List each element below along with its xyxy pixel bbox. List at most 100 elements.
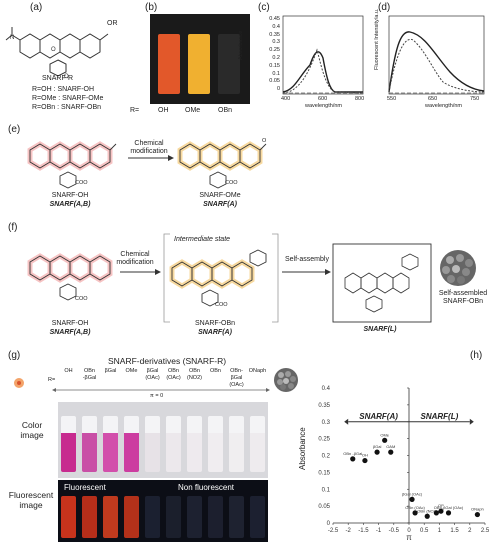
f-assembled-text: Self-assembled xyxy=(438,290,488,297)
derivative-bottom: βGal xyxy=(104,368,117,374)
c-xtick: 600 xyxy=(318,96,328,102)
f-mid-name: SNARF-OBn xyxy=(194,320,236,327)
absorbance-spectrum xyxy=(282,15,364,95)
x-tick-label: 1 xyxy=(438,528,442,534)
e-arrow-text: modification xyxy=(130,148,168,155)
g-fluor-text: Fluorescent xyxy=(8,490,54,500)
y-tick-label: 0.2 xyxy=(322,454,331,460)
c-yticks: 0.45 0.4 0.35 0.3 0.25 0.2 0.15 0.1 0.05… xyxy=(258,16,280,94)
color-vial xyxy=(103,416,118,472)
b-ome: OMe xyxy=(185,107,201,114)
e-arrow-text: Chemical xyxy=(134,140,164,147)
x-tick-label: -2.5 xyxy=(328,528,339,534)
b-oh: OH xyxy=(158,107,169,114)
fluorescent-text: Fluorescent xyxy=(64,483,106,492)
y-tick-label: 0.35 xyxy=(318,403,330,409)
f-coo-mid: COO xyxy=(215,302,228,308)
data-point xyxy=(388,449,394,455)
f-intermediate: Intermediate state xyxy=(174,236,231,243)
fluorescence-spectrum xyxy=(388,15,485,95)
svg-text:O: O xyxy=(51,47,56,53)
nanoparticle-icon xyxy=(274,368,298,392)
self-assembly-scheme-f xyxy=(27,233,476,323)
e-coo-right: COO xyxy=(225,180,238,186)
f-arrow-text: modification xyxy=(116,259,154,266)
e-right-name: SNARF-OMe xyxy=(199,192,241,199)
derivative-bottom: -βGal xyxy=(82,375,97,381)
g-r-label: R= xyxy=(48,377,56,383)
x-axis-label: π xyxy=(406,533,412,542)
panel-b-label: (b) xyxy=(145,2,158,13)
f-left-class: SNARF(A,B) xyxy=(49,329,91,336)
derivative-bottom: (OAc) xyxy=(229,382,244,388)
or-group: OR xyxy=(107,20,118,27)
data-point-label: OBn-βGal (OAc) xyxy=(434,505,464,510)
y-tick-label: 0.4 xyxy=(322,386,331,392)
color-vial xyxy=(166,416,181,472)
x-tick-label: 2.5 xyxy=(481,528,490,534)
nanoparticle xyxy=(440,250,476,286)
g-color-text: Color xyxy=(21,420,43,430)
d-xtick: 750 xyxy=(470,96,480,102)
g-color-label: Color image xyxy=(8,420,56,440)
c-ylabel: Absorbance xyxy=(238,30,244,60)
derivative-bottom: ONaph xyxy=(248,368,267,374)
data-point xyxy=(362,457,368,464)
f-assembled-label: Self-assembled SNARF-OBn xyxy=(430,290,496,306)
r-definitions: R=OH : SNARF-OH R=OMe : SNARF-OMe R=OBn … xyxy=(32,85,103,112)
fluor-vial xyxy=(250,496,265,538)
f-coo-left: COO xyxy=(75,296,88,302)
color-vial xyxy=(82,416,97,472)
f-self-assembly: Self-assembly xyxy=(285,256,329,263)
data-point-label: OBn (OAc) xyxy=(405,505,425,510)
h-ylabel: Absorbance xyxy=(298,427,307,470)
derivative-label: OBn (NO2) xyxy=(184,368,205,382)
g-pi-label: π = 0 xyxy=(150,393,164,399)
e-coo-left: COO xyxy=(75,180,88,186)
color-vial xyxy=(187,416,202,472)
g-fluor-text: image xyxy=(19,500,43,510)
def-ome: R=OMe : SNARF-OMe xyxy=(32,95,104,102)
derivative-label: βGal (OAc) xyxy=(142,368,163,382)
g-derivative-row: OH OBn -βGal βGal OMe βGal (OAc) OBn (OAc) OBn (NO… xyxy=(58,368,268,388)
fluor-vial xyxy=(61,496,76,538)
x-tick-label: -2 xyxy=(346,528,352,534)
x-tick-label: -1.5 xyxy=(358,528,369,534)
derivative-bottom: (OAc) xyxy=(166,375,181,381)
c-ytick: 0.05 xyxy=(269,78,280,85)
data-point xyxy=(424,513,430,519)
derivative-top: OBn xyxy=(188,368,200,374)
fluor-vial xyxy=(208,496,223,538)
panel-f-label: (f) xyxy=(8,222,18,233)
panel-h-label: (h) xyxy=(470,350,483,361)
g-fluor-label: Fluorescent image xyxy=(4,490,58,510)
derivative-top: OBn-βGal xyxy=(230,368,243,381)
region-label-left: SNARF(A) xyxy=(359,412,398,421)
color-vial xyxy=(145,416,160,472)
y-tick-label: 0.1 xyxy=(322,487,331,493)
c-ytick: 0.1 xyxy=(272,70,280,77)
c-ytick: 0.3 xyxy=(272,39,280,46)
panel-c-label: (c) xyxy=(258,2,270,13)
c-xtick: 400 xyxy=(281,96,291,102)
data-point-label: ONaph xyxy=(471,507,484,512)
data-point xyxy=(350,456,356,462)
x-tick-label: -1 xyxy=(376,528,382,534)
derivative-bottom: (NO2) xyxy=(187,375,202,381)
panel-d-label: (d) xyxy=(378,2,391,13)
fluor-vial xyxy=(187,496,202,538)
y-tick-label: 0 xyxy=(327,521,331,527)
data-point xyxy=(433,510,439,516)
derivative-label: OMe xyxy=(121,368,142,375)
derivative-label: OH xyxy=(58,368,79,375)
modification-scheme-e xyxy=(27,141,267,189)
derivative-bottom: OMe xyxy=(125,368,138,374)
absorbance-vs-pi-chart: 0 0.05 0.1 0.15 0.2 0.25 0.3 0.35 0.4 -2.5 -2 -1.5 -… xyxy=(318,386,490,542)
data-point-label: OBn -βGal xyxy=(343,451,362,456)
b-obn: OBn xyxy=(218,107,233,114)
x-tick-label: 1.5 xyxy=(450,528,459,534)
data-point-label: βGal xyxy=(373,444,382,449)
derivative-top: βGal xyxy=(146,368,159,374)
data-point xyxy=(412,510,418,516)
c-xlabel: wavelength/nm xyxy=(305,103,342,109)
